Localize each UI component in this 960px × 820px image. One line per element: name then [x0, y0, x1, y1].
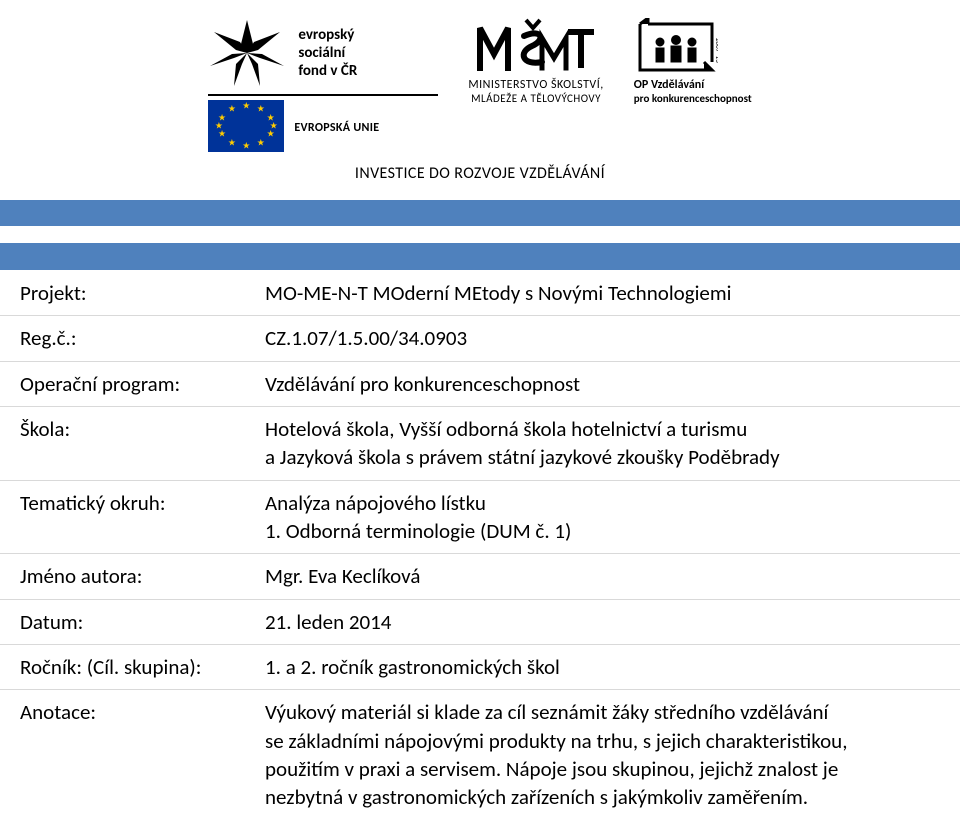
table-row: Anotace:Výukový materiál si klade za cíl… [0, 690, 960, 820]
row-label: Tematický okruh: [0, 480, 245, 554]
esf-text: evropský sociální fond v ČR [298, 26, 357, 80]
metadata-tbody: Projekt:MO-ME-N-T MOderní MEtody s Novým… [0, 271, 960, 820]
row-label: Ročník: (Cíl. skupina): [0, 645, 245, 690]
eu-label: EVROPSKÁ UNIE [294, 121, 379, 135]
row-label: Operační program: [0, 361, 245, 406]
row-value: MO-ME-N-T MOderní MEtody s Novými Techno… [245, 271, 960, 316]
row-value: Vzdělávání pro konkurenceschopnost [245, 361, 960, 406]
page: evropský sociální fond v ČR ★ ★ ★ ★ ★ ★ … [0, 0, 960, 742]
msmt-logo-icon [476, 18, 596, 74]
row-label: Projekt: [0, 271, 245, 316]
row-label: Reg.č.: [0, 316, 245, 361]
op-block: 2007–13 OP Vzdělávání pro konkurencescho… [634, 18, 752, 105]
msmt-line2: MLÁDEŽE A TĚLOVÝCHOVY [468, 92, 603, 105]
table-row: Škola:Hotelová škola, Vyšší odborná škol… [0, 407, 960, 481]
svg-text:2007–13: 2007–13 [714, 38, 718, 63]
op-text: OP Vzdělávání pro konkurenceschopnost [634, 78, 752, 105]
table-row: Datum:21. leden 2014 [0, 599, 960, 644]
esf-eu-block: evropský sociální fond v ČR ★ ★ ★ ★ ★ ★ … [208, 18, 438, 152]
blue-band-2 [0, 243, 960, 271]
row-label: Jméno autora: [0, 554, 245, 599]
op-line1: OP Vzdělávání [634, 78, 752, 92]
logos-row: evropský sociální fond v ČR ★ ★ ★ ★ ★ ★ … [0, 0, 960, 152]
esf-star-icon [208, 18, 286, 88]
blue-band-1 [0, 199, 960, 227]
investice-tagline: INVESTICE DO ROZVOJE VZDĚLÁVÁNÍ [0, 164, 960, 183]
msmt-text: MINISTERSTVO ŠKOLSTVÍ, MLÁDEŽE A TĚLOVÝC… [468, 78, 603, 105]
esf-line3: fond v ČR [298, 62, 357, 80]
row-value: Hotelová škola, Vyšší odborná škola hote… [245, 407, 960, 481]
esf-row: evropský sociální fond v ČR [208, 18, 357, 88]
row-value: Mgr. Eva Keclíková [245, 554, 960, 599]
table-row: Ročník: (Cíl. skupina):1. a 2. ročník ga… [0, 645, 960, 690]
row-label: Anotace: [0, 690, 245, 820]
table-row: Operační program:Vzdělávání pro konkuren… [0, 361, 960, 406]
op-line2: pro konkurenceschopnost [634, 92, 752, 105]
eu-row: ★ ★ ★ ★ ★ ★ ★ ★ ★ ★ ★ ★ EVROPSKÁ UNIE [208, 100, 379, 152]
eu-flag-icon: ★ ★ ★ ★ ★ ★ ★ ★ ★ ★ ★ ★ [208, 100, 284, 152]
esf-line2: sociální [298, 44, 357, 62]
metadata-table: Projekt:MO-ME-N-T MOderní MEtody s Novým… [0, 271, 960, 820]
row-value: Analýza nápojového lístku1. Odborná term… [245, 480, 960, 554]
row-value: 21. leden 2014 [245, 599, 960, 644]
esf-line1: evropský [298, 26, 357, 44]
row-label: Škola: [0, 407, 245, 481]
msmt-line1: MINISTERSTVO ŠKOLSTVÍ, [468, 78, 603, 92]
table-row: Projekt:MO-ME-N-T MOderní MEtody s Novým… [0, 271, 960, 316]
row-value: CZ.1.07/1.5.00/34.0903 [245, 316, 960, 361]
table-row: Jméno autora:Mgr. Eva Keclíková [0, 554, 960, 599]
table-row: Reg.č.:CZ.1.07/1.5.00/34.0903 [0, 316, 960, 361]
row-value: 1. a 2. ročník gastronomických škol [245, 645, 960, 690]
esf-divider [208, 94, 438, 96]
msmt-block: MINISTERSTVO ŠKOLSTVÍ, MLÁDEŽE A TĚLOVÝC… [468, 18, 603, 105]
table-row: Tematický okruh:Analýza nápojového lístk… [0, 480, 960, 554]
row-label: Datum: [0, 599, 245, 644]
op-logo-icon: 2007–13 [634, 18, 718, 76]
row-value: Výukový materiál si klade za cíl seznámi… [245, 690, 960, 820]
